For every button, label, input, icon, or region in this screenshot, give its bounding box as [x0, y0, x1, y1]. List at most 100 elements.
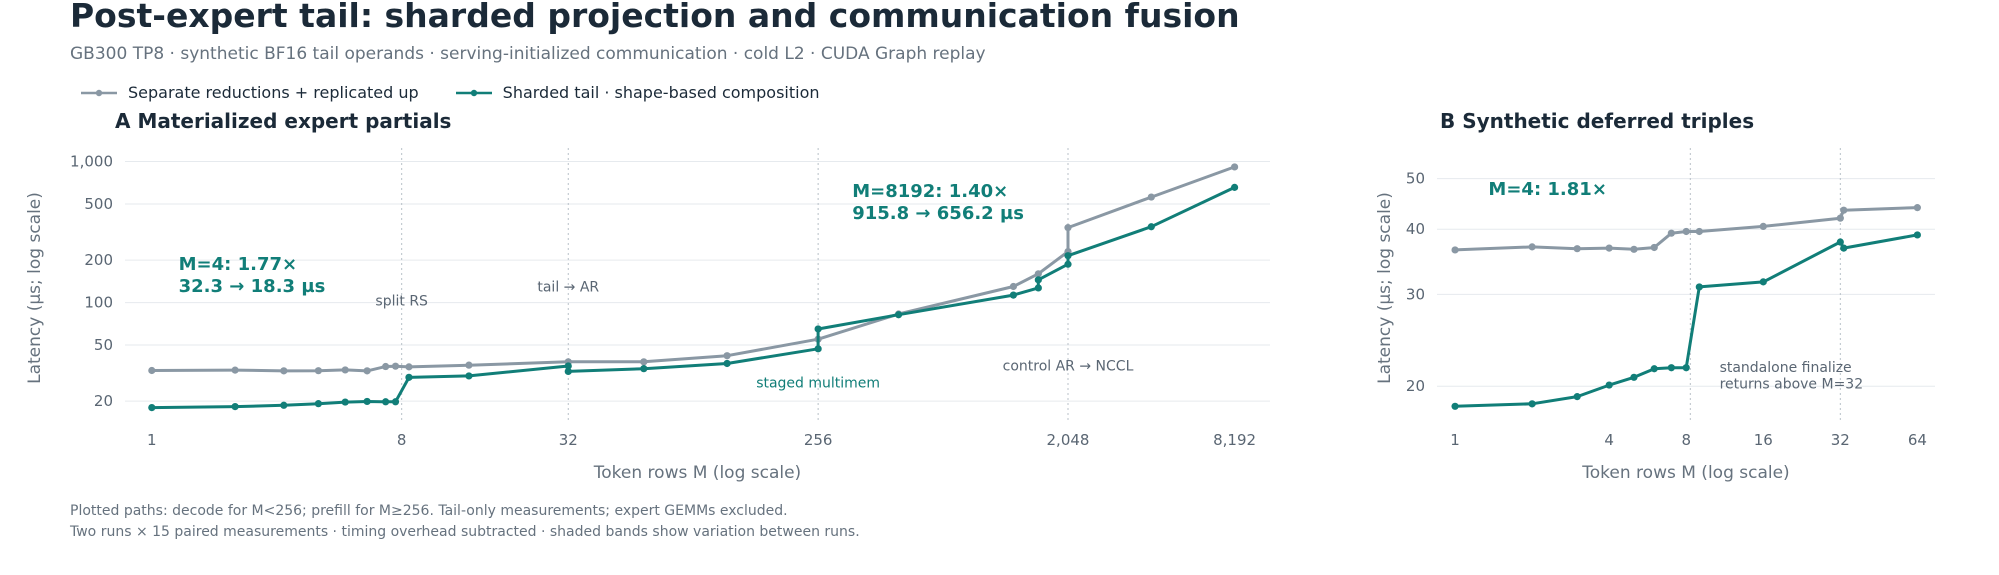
data-point-sharded: [1528, 400, 1536, 408]
x-tick-label: 32: [1831, 431, 1850, 449]
y-tick-label: 40: [1406, 220, 1425, 238]
data-point-sharded: [894, 311, 903, 319]
data-point-sharded: [1230, 183, 1239, 191]
x-tick-label: 32: [559, 431, 578, 449]
callout-label: 915.8 → 656.2 µs: [852, 203, 1024, 224]
footnote-1: Plotted paths: decode for M<256; prefill…: [70, 503, 788, 519]
x-tick-label: 8,192: [1213, 431, 1256, 449]
annotation-label: returns above M=32: [1720, 376, 1864, 392]
page-title: Post-expert tail: sharded projection and…: [70, 0, 1240, 35]
data-point-separate: [1230, 163, 1239, 171]
data-point-sharded: [1064, 260, 1072, 268]
data-point-sharded: [1451, 402, 1459, 410]
y-tick-label: 20: [1406, 377, 1425, 395]
data-point-separate: [280, 367, 288, 375]
data-point-sharded: [280, 401, 288, 409]
data-point-sharded: [1147, 223, 1155, 231]
data-point-separate: [314, 367, 322, 375]
data-point-sharded: [1573, 393, 1581, 401]
series-line-sharded: [151, 186, 1236, 410]
data-point-sharded: [814, 325, 822, 333]
data-point-separate: [1451, 246, 1459, 254]
data-point-separate: [1064, 224, 1072, 232]
legend-item-separate: Separate reductions + replicated up: [80, 83, 419, 102]
legend-item-sharded: Sharded tail · shape-based composition: [455, 83, 820, 102]
data-point-separate: [1759, 222, 1767, 230]
x-tick-label: 1: [1450, 431, 1460, 449]
data-point-separate: [391, 362, 400, 370]
data-point-separate: [1630, 245, 1638, 253]
x-tick-label: 2,048: [1047, 431, 1090, 449]
data-point-sharded: [723, 359, 731, 368]
data-point-separate: [1913, 204, 1921, 212]
annotation-label: standalone finalize: [1720, 360, 1852, 376]
x-tick-label: 64: [1908, 431, 1927, 449]
panel-title: A Materialized expert partials: [115, 109, 451, 133]
x-tick-label: 4: [1604, 431, 1614, 449]
data-point-sharded: [1064, 252, 1072, 260]
data-point-sharded: [405, 373, 413, 381]
data-point-separate: [1695, 227, 1703, 236]
data-point-separate: [1528, 243, 1536, 251]
data-point-sharded: [1605, 381, 1613, 389]
data-point-separate: [1650, 243, 1658, 252]
data-point-separate: [363, 367, 371, 375]
legend-label-separate: Separate reductions + replicated up: [128, 83, 419, 102]
data-point-separate: [465, 361, 473, 369]
data-point-sharded: [1667, 364, 1675, 372]
data-point-sharded: [341, 398, 349, 406]
x-tick-label: 16: [1754, 431, 1773, 449]
legend-label-sharded: Sharded tail · shape-based composition: [502, 83, 820, 102]
data-point-separate: [640, 358, 648, 366]
data-point-sharded: [1630, 373, 1638, 381]
data-point-separate: [1009, 282, 1017, 291]
data-point-sharded: [564, 367, 572, 376]
data-point-separate: [382, 362, 390, 371]
data-point-sharded: [1650, 365, 1658, 373]
data-point-separate: [1034, 270, 1042, 278]
data-point-sharded: [1840, 244, 1848, 252]
y-tick-label: 50: [94, 336, 113, 354]
data-point-separate: [1147, 193, 1155, 201]
y-tick-label: 100: [84, 294, 113, 312]
data-point-sharded: [1759, 278, 1767, 286]
y-axis-label: Latency (µs; log scale): [25, 192, 45, 384]
data-point-separate: [148, 366, 156, 375]
y-tick-label: 30: [1406, 285, 1425, 303]
x-axis-label: Token rows M (log scale): [1581, 463, 1789, 483]
data-point-sharded: [814, 345, 822, 353]
chart-panel-a: 20 50 100 200 500 1,000 1 8 32 256 2,048 8,192 Token…: [25, 109, 1270, 483]
data-point-sharded: [640, 365, 648, 373]
y-tick-label: 500: [84, 195, 113, 213]
legend: Separate reductions + replicated up Shar…: [80, 83, 856, 102]
data-point-sharded: [314, 400, 322, 408]
legend-swatch-gray: [81, 89, 117, 96]
x-tick-label: 8: [1681, 431, 1691, 449]
x-tick-label: 8: [397, 431, 407, 449]
data-point-sharded: [465, 372, 473, 380]
data-point-sharded: [382, 398, 390, 406]
panel-title: B Synthetic deferred triples: [1440, 109, 1754, 133]
data-point-sharded: [363, 397, 371, 406]
callout-label: M=4: 1.81×: [1488, 179, 1606, 200]
x-tick-label: 1: [147, 431, 157, 449]
x-axis-label: Token rows M (log scale): [593, 463, 801, 483]
y-tick-label: 20: [94, 392, 113, 410]
data-point-separate: [1667, 229, 1675, 237]
data-point-separate: [1840, 206, 1848, 214]
data-point-separate: [1605, 244, 1613, 252]
callout-label: M=8192: 1.40×: [852, 181, 1008, 202]
annotation-label: staged multimem: [756, 375, 880, 391]
callout-label: 32.3 → 18.3 µs: [179, 276, 326, 297]
data-point-sharded: [391, 398, 400, 406]
y-axis-label: Latency (µs; log scale): [1375, 192, 1395, 384]
data-point-separate: [1836, 214, 1844, 222]
data-point-separate: [1682, 227, 1690, 236]
data-point-sharded: [1009, 291, 1017, 299]
annotation-label: split RS: [375, 294, 428, 310]
callout-label: M=4: 1.77×: [179, 254, 297, 275]
data-point-sharded: [1034, 284, 1042, 292]
x-tick-label: 256: [804, 431, 833, 449]
y-tick-label: 50: [1406, 170, 1425, 188]
